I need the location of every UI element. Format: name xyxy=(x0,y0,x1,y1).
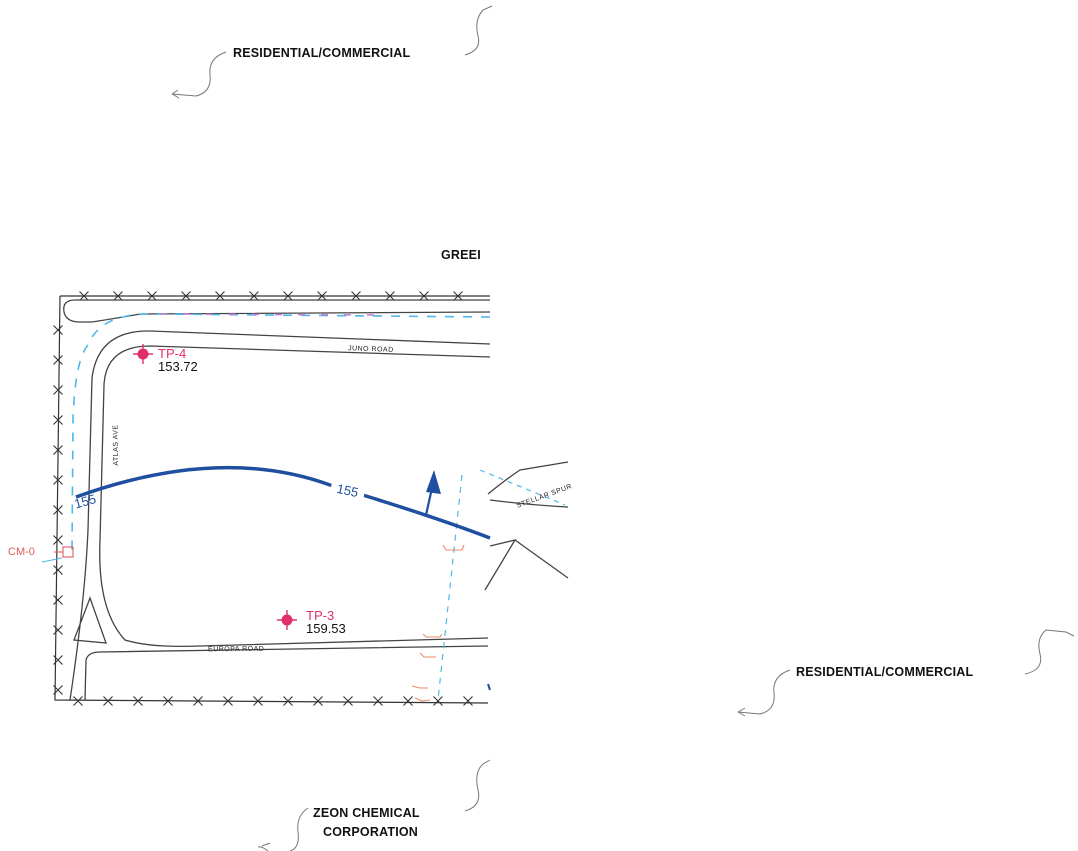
x-mark-icon xyxy=(283,291,293,301)
x-mark-icon xyxy=(113,291,123,301)
x-mark-icon xyxy=(433,696,443,706)
test-point-tp-4: TP-4 153.72 xyxy=(133,344,198,374)
road-label-europa: EUROPA ROAD xyxy=(208,646,264,653)
x-mark-icon xyxy=(53,415,63,425)
area-name-line1: ZEON CHEMICAL xyxy=(313,806,420,820)
x-mark-icon xyxy=(373,696,383,706)
x-mark-icon xyxy=(103,696,113,706)
arrow-up-icon xyxy=(424,470,441,516)
x-mark-icon xyxy=(215,291,225,301)
x-mark-icon xyxy=(419,291,429,301)
fence-x-markers xyxy=(53,291,473,706)
crosshair-icon xyxy=(277,610,297,630)
x-mark-icon xyxy=(147,291,157,301)
contour-label-left: 155 xyxy=(73,491,98,511)
area-label-residential-right: RESIDENTIAL/COMMERCIAL xyxy=(737,629,1075,717)
x-mark-icon xyxy=(283,696,293,706)
crosshair-icon xyxy=(133,344,153,364)
area-name-line2: CORPORATION xyxy=(323,825,418,839)
area-name: RESIDENTIAL/COMMERCIAL xyxy=(233,46,410,60)
road-label-atlas: ATLAS AVE xyxy=(112,424,120,465)
x-mark-icon xyxy=(223,696,233,706)
x-mark-icon xyxy=(181,291,191,301)
x-mark-icon xyxy=(53,385,63,395)
x-mark-icon xyxy=(53,475,63,485)
x-mark-icon xyxy=(463,696,473,706)
area-name: RESIDENTIAL/COMMERCIAL xyxy=(796,665,973,679)
monitor-id: CM-0 xyxy=(8,546,35,558)
area-label-residential-top: RESIDENTIAL/COMMERCIAL xyxy=(171,5,493,99)
x-mark-icon xyxy=(53,535,63,545)
x-mark-icon xyxy=(53,685,63,695)
x-mark-icon xyxy=(53,625,63,635)
test-point-elevation: 159.53 xyxy=(306,621,346,636)
area-label-zeon: ZEON CHEMICAL CORPORATION xyxy=(257,759,491,851)
area-label-green: GREEI xyxy=(441,248,481,262)
monitor-cm-0: CM-0 xyxy=(8,546,74,563)
x-mark-icon xyxy=(193,696,203,706)
x-mark-icon xyxy=(317,291,327,301)
road-network xyxy=(63,299,569,701)
x-mark-icon xyxy=(351,291,361,301)
orange-marks xyxy=(411,544,465,702)
test-point-elevation: 153.72 xyxy=(158,359,198,374)
x-mark-icon xyxy=(53,325,63,335)
road-label-juno: JUNO ROAD xyxy=(348,345,394,354)
x-mark-icon xyxy=(249,291,259,301)
x-mark-icon xyxy=(385,291,395,301)
test-point-id: TP-4 xyxy=(158,346,186,361)
x-mark-icon xyxy=(53,445,63,455)
x-mark-icon xyxy=(73,696,83,706)
x-mark-icon xyxy=(163,696,173,706)
x-mark-icon xyxy=(313,696,323,706)
x-mark-icon xyxy=(79,291,89,301)
x-mark-icon xyxy=(133,696,143,706)
x-mark-icon xyxy=(53,355,63,365)
fence-line xyxy=(53,291,490,706)
x-mark-icon xyxy=(53,565,63,575)
x-mark-icon xyxy=(53,595,63,605)
x-mark-icon xyxy=(403,696,413,706)
x-mark-icon xyxy=(253,696,263,706)
contour-label-right: 155 xyxy=(335,481,359,500)
dashed-boundary xyxy=(71,313,566,701)
test-point-id: TP-3 xyxy=(306,608,334,623)
contour-155: 155 155 xyxy=(73,465,491,540)
x-mark-icon xyxy=(343,696,353,706)
test-point-tp-3: TP-3 159.53 xyxy=(277,608,346,636)
x-mark-icon xyxy=(453,291,463,301)
x-mark-icon xyxy=(53,655,63,665)
x-mark-icon xyxy=(53,505,63,515)
